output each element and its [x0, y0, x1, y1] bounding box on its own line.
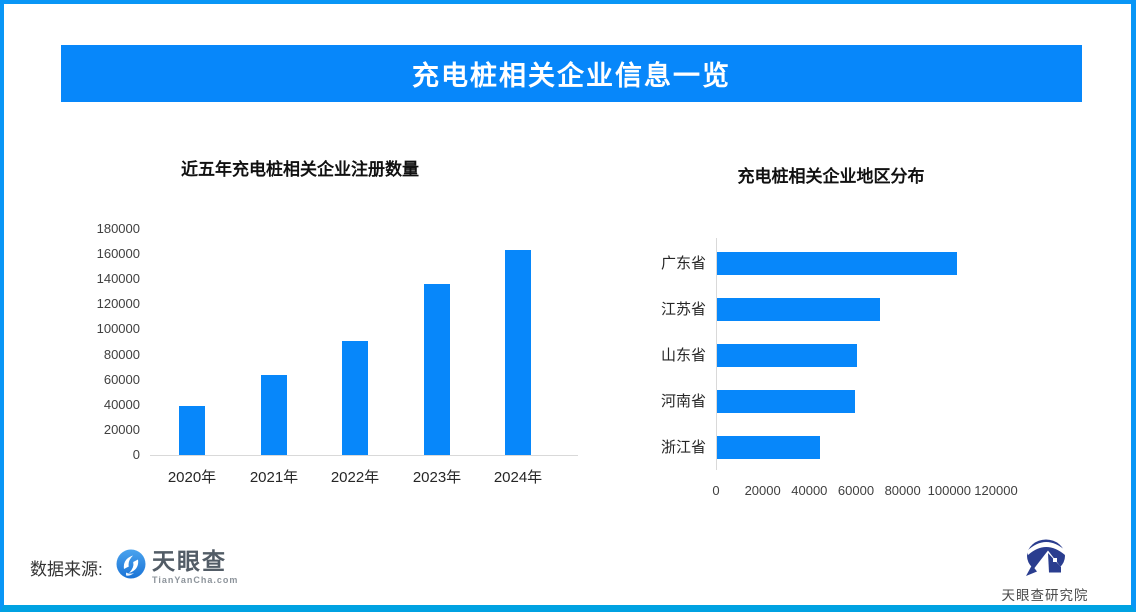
- x-axis-tick-label: 100000: [927, 483, 972, 498]
- bar: [261, 374, 287, 455]
- y-axis-tick-label: 60000: [103, 371, 140, 387]
- bar: [424, 284, 450, 455]
- tianyancha-name: 天眼查: [152, 548, 227, 574]
- research-institute-name: 天眼查研究院: [1001, 588, 1089, 603]
- tianyancha-wordmark: 天眼查 TianYanCha.com: [152, 549, 238, 585]
- tianyancha-research-icon: [1022, 538, 1068, 581]
- data-source-label: 数据来源:: [30, 560, 103, 579]
- y-category-label: 河南省: [660, 392, 706, 410]
- x-axis-line: [150, 455, 578, 456]
- x-category-label: 2023年: [412, 469, 462, 486]
- x-axis-tick-label: 0: [712, 483, 720, 498]
- bar: [342, 340, 368, 455]
- banner: 充电桩相关企业信息一览: [61, 45, 1082, 102]
- y-axis-tick-label: 140000: [96, 271, 140, 287]
- y-axis-tick-label: 160000: [96, 246, 140, 262]
- y-category-label: 浙江省: [660, 438, 706, 456]
- y-category-label: 广东省: [660, 254, 706, 272]
- y-axis-tick-label: 20000: [103, 421, 140, 437]
- x-axis-tick-label: 20000: [744, 483, 781, 498]
- regions-chart-title: 充电桩相关企业地区分布: [737, 167, 925, 186]
- bar: [717, 252, 958, 275]
- bar: [717, 436, 820, 459]
- y-axis-tick-label: 40000: [103, 396, 140, 412]
- y-axis-tick-label: 80000: [103, 346, 140, 362]
- y-axis-line: [716, 238, 717, 470]
- tianyancha-domain: TianYanCha.com: [152, 575, 239, 585]
- bar: [717, 344, 857, 367]
- y-category-label: 山东省: [660, 346, 706, 364]
- y-category-label: 江苏省: [660, 300, 706, 318]
- x-category-label: 2020年: [167, 469, 217, 486]
- y-axis-tick-label: 0: [132, 447, 140, 462]
- x-category-label: 2022年: [330, 469, 380, 486]
- y-axis-tick-label: 180000: [96, 221, 140, 236]
- y-axis-tick-label: 120000: [96, 296, 140, 312]
- registrations-chart-title: 近五年充电桩相关企业注册数量: [181, 160, 419, 179]
- bar: [717, 390, 855, 413]
- banner-title: 充电桩相关企业信息一览: [412, 61, 731, 91]
- x-category-label: 2024年: [493, 469, 543, 486]
- bar: [179, 406, 205, 455]
- x-axis-tick-label: 60000: [837, 483, 875, 498]
- x-axis-tick-label: 80000: [884, 483, 921, 498]
- bar: [717, 298, 881, 321]
- tianyancha-swirl-icon: [116, 549, 146, 584]
- research-institute-logo: 天眼查研究院: [990, 538, 1100, 604]
- x-axis-tick-label: 40000: [791, 483, 828, 498]
- x-category-label: 2021年: [249, 469, 299, 486]
- bar: [505, 250, 531, 455]
- tianyancha-logo: 天眼查 TianYanCha.com: [116, 549, 238, 585]
- y-axis-tick-label: 100000: [96, 321, 140, 337]
- x-axis-tick-label: 120000: [974, 483, 1018, 498]
